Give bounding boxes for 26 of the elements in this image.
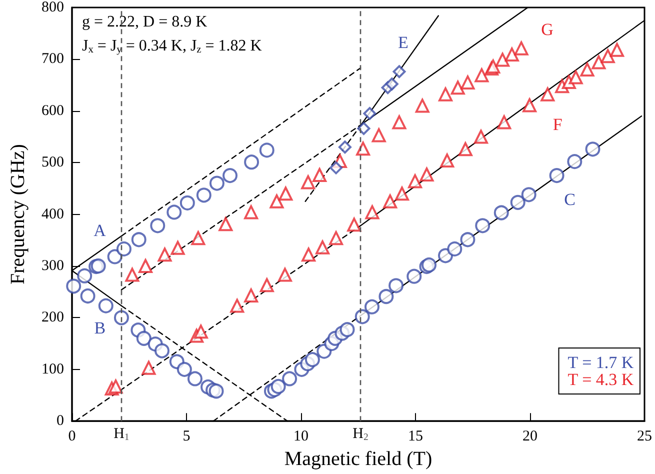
y-tick-label: 300 [42,258,64,274]
y-tick-label: 400 [42,206,64,222]
text: T = 1.7 K [568,353,634,372]
x-tick-label: 20 [522,428,538,445]
annotation: g = 2.22, D = 8.9 K [82,14,208,30]
x-tick-label: 15 [408,428,423,445]
annotation: B [94,318,106,338]
y-axis-title: Frequency (GHz) [7,144,29,285]
annotation: A [94,221,107,240]
annotation: F [552,114,562,134]
x-tick-label: 5 [182,428,190,445]
text: T = 4.3 K [568,370,634,389]
annotation: E [398,33,408,52]
y-tick-label: 100 [42,361,64,378]
annotation: C [564,190,576,210]
annotation: G [541,20,554,39]
x-tick-label: 10 [294,428,308,445]
x-tick-label: 25 [637,428,652,445]
y-tick-label: 600 [42,102,64,119]
y-tick-label: 0 [56,413,64,430]
x-tick-label: 0 [68,428,76,445]
y-tick-label: 500 [42,154,64,171]
y-tick-label: 200 [42,310,64,326]
x-axis-title: Magnetic field (T) [284,448,432,470]
y-tick-label: 700 [42,51,64,68]
y-tick-label: 800 [42,0,64,16]
